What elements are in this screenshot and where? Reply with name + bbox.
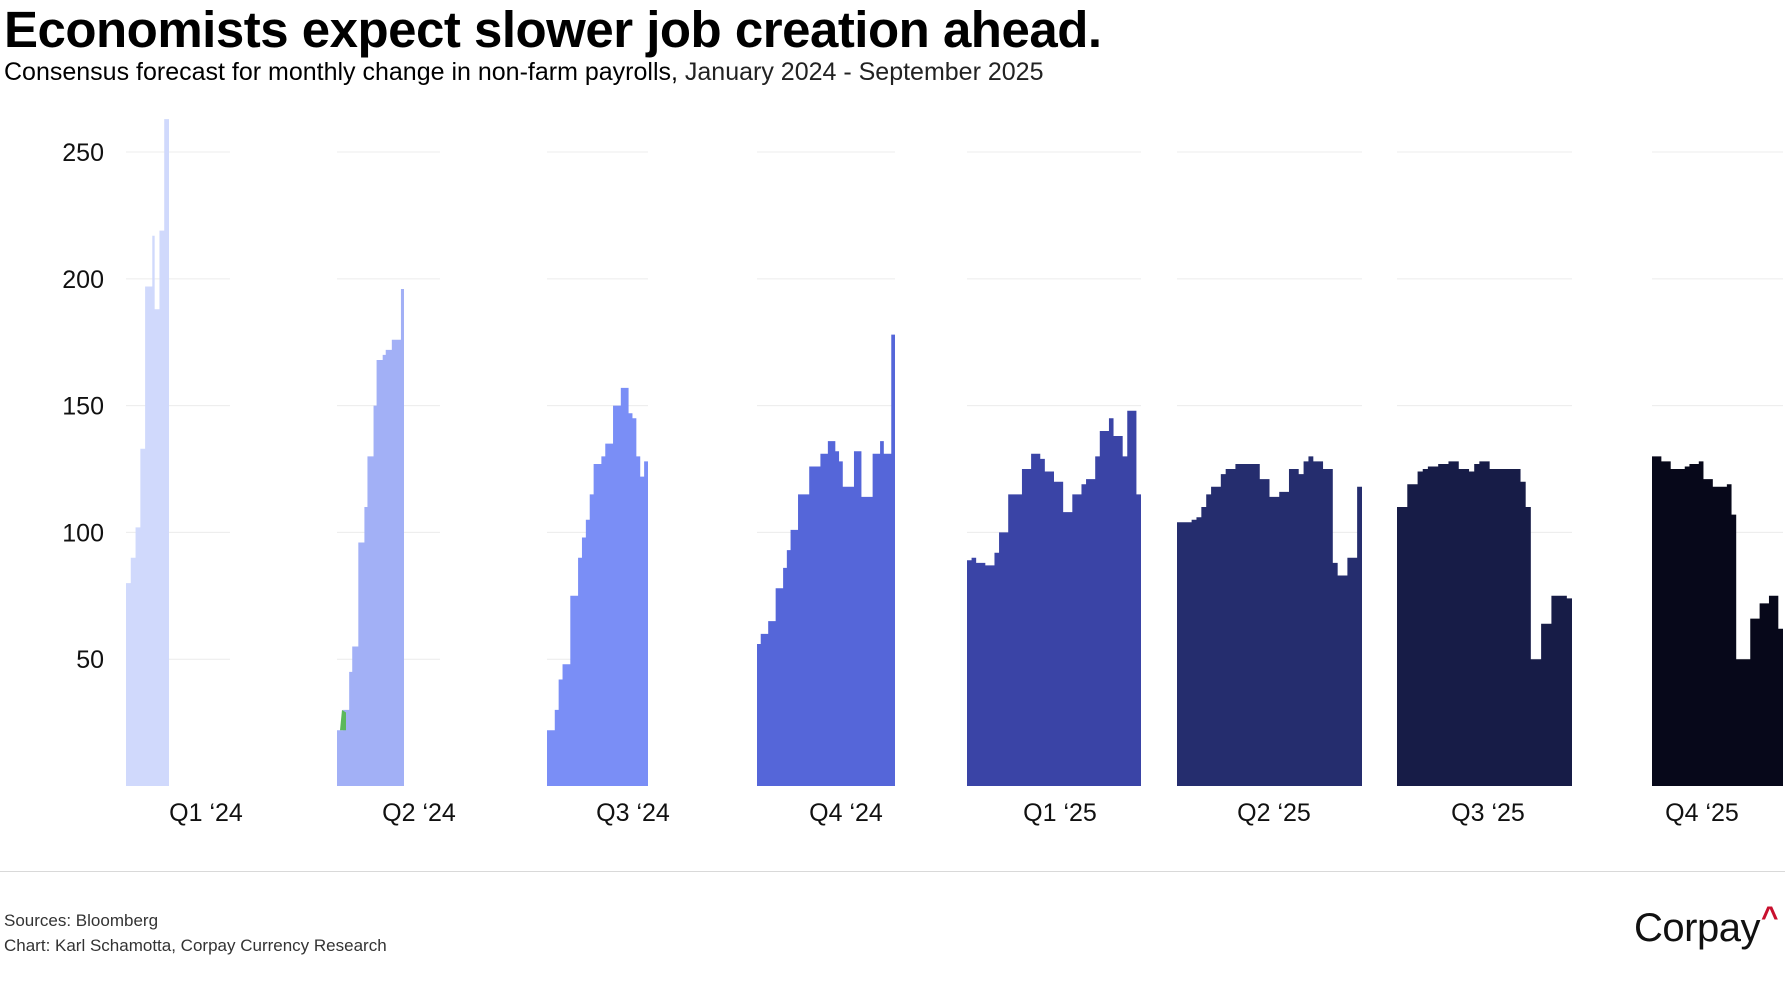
subtitle-date-range: January 2024 - September 2025 [684,58,1044,86]
credit-note: Chart: Karl Schamotta, Corpay Currency R… [4,936,387,955]
x-tick-label-2: Q2 ‘24 [382,799,456,827]
y-tick-label-100: 100 [62,519,104,547]
chart-footer: Sources: Bloomberg Chart: Karl Schamotta… [4,908,387,958]
source-note: Sources: Bloomberg [4,911,159,930]
footer-divider [0,871,1785,872]
logo-mark: ^ [1760,901,1779,934]
x-tick-label-4: Q4 ‘24 [809,799,883,827]
subtitle-main: Consensus forecast for monthly change in… [4,58,678,86]
area-series-2 [337,288,404,786]
y-tick-label-250: 250 [62,139,104,167]
corpay-logo: Corpay^ [1634,901,1778,951]
x-tick-label-1: Q1 ‘24 [169,799,243,827]
x-tick-label-7: Q3 ‘25 [1451,799,1525,827]
area-series-4 [757,334,895,786]
area-series-1 [126,119,169,786]
x-tick-label-3: Q3 ‘24 [596,799,670,827]
area-series-3 [547,387,648,786]
y-tick-label-200: 200 [62,266,104,294]
chart-subtitle: Consensus forecast for monthly change in… [4,58,1043,87]
x-tick-label-6: Q2 ‘25 [1237,799,1311,827]
area-series-8 [1652,456,1783,786]
area-series-5 [967,410,1141,786]
x-tick-label-8: Q4 ‘25 [1665,799,1739,827]
chart-title: Economists expect slower job creation ah… [4,1,1102,58]
logo-text: Corpay [1634,906,1760,950]
y-tick-label-150: 150 [62,393,104,421]
area-series-6 [1177,456,1362,786]
x-tick-label-5: Q1 ‘25 [1023,799,1097,827]
y-tick-label-50: 50 [76,646,104,674]
highlight-marker [340,709,346,731]
area-series-7 [1397,461,1572,786]
payrolls-forecast-chart: 50 100 150 200 250 Q1 ‘24 Q2 ‘24 Q3 ‘24 Q4 ‘24 Q1… [62,119,1783,827]
